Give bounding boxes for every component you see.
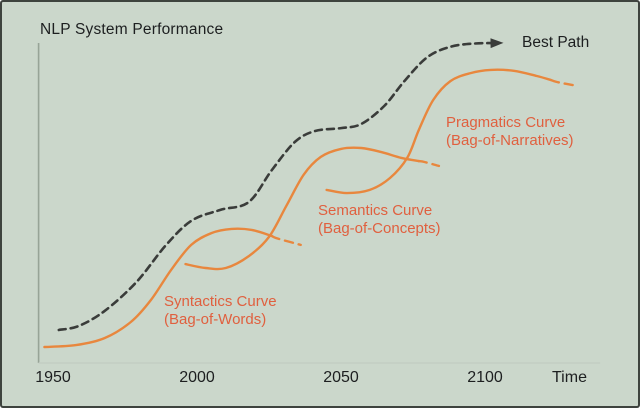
x-tick-label: 2100 (467, 369, 503, 386)
x-axis-title: Time (552, 369, 587, 386)
best-path-curve (57, 38, 504, 332)
curve-name: Semantics Curve (318, 202, 433, 219)
pragmatics-curve-dashed-tail (550, 78, 579, 88)
curve-subtitle: (Bag-of-Words) (164, 310, 267, 328)
pragmatics-curve (325, 68, 553, 195)
semantics-curve (184, 146, 420, 271)
curve-name: Pragmatics Curve (446, 114, 566, 131)
chart-title: NLP System Performance (40, 21, 224, 38)
curve-name: Syntactics Curve (164, 293, 277, 310)
curve-subtitle: (Bag-of-Narratives) (446, 131, 574, 149)
syntactics-curve (43, 227, 274, 349)
best-path-label: Best Path (522, 34, 590, 51)
curves-group (43, 38, 579, 349)
syntactics-curve-label: Syntactics Curve (Bag-of-Words) (164, 293, 277, 328)
pragmatics-curve-label: Pragmatics Curve (Bag-of-Narratives) (446, 114, 574, 149)
semantics-curve-label: Semantics Curve (Bag-of-Concepts) (318, 202, 441, 237)
curve-subtitle: (Bag-of-Concepts) (318, 219, 441, 237)
x-tick-label: 2000 (179, 369, 215, 386)
x-tick-label: 1950 (35, 369, 71, 386)
semantics-curve-dashed-tail (417, 159, 441, 168)
syntactics-curve-dashed-tail (270, 234, 302, 247)
x-tick-label: 2050 (323, 369, 359, 386)
